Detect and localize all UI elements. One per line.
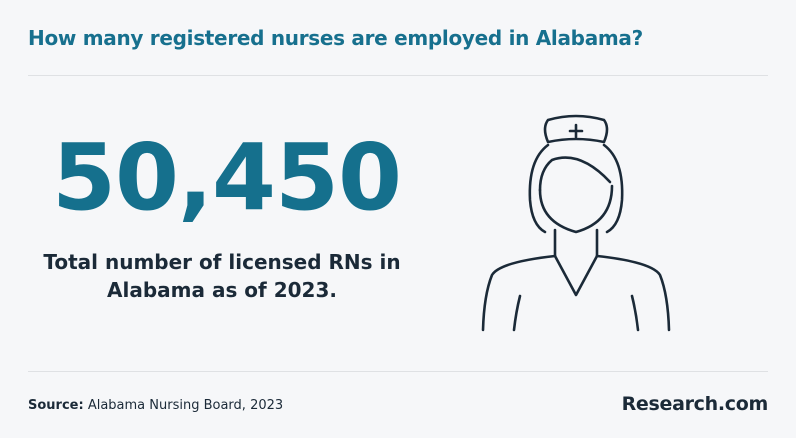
description-line: Alabama as of 2023. [107, 278, 337, 302]
description-line: Total number of licensed RNs in [43, 250, 401, 274]
source: Source: Alabama Nursing Board, 2023 [28, 398, 283, 413]
divider [28, 371, 768, 372]
stat-value: 50,450 [52, 124, 402, 231]
brand-logo: Research.com [621, 393, 769, 415]
title: How many registered nurses are employed … [28, 26, 643, 50]
nurse-icon [481, 114, 671, 332]
source-label: Source: [28, 398, 84, 413]
divider [28, 75, 768, 76]
stat-description: Total number of licensed RNs in Alabama … [42, 248, 402, 304]
source-text: Alabama Nursing Board, 2023 [87, 398, 284, 413]
